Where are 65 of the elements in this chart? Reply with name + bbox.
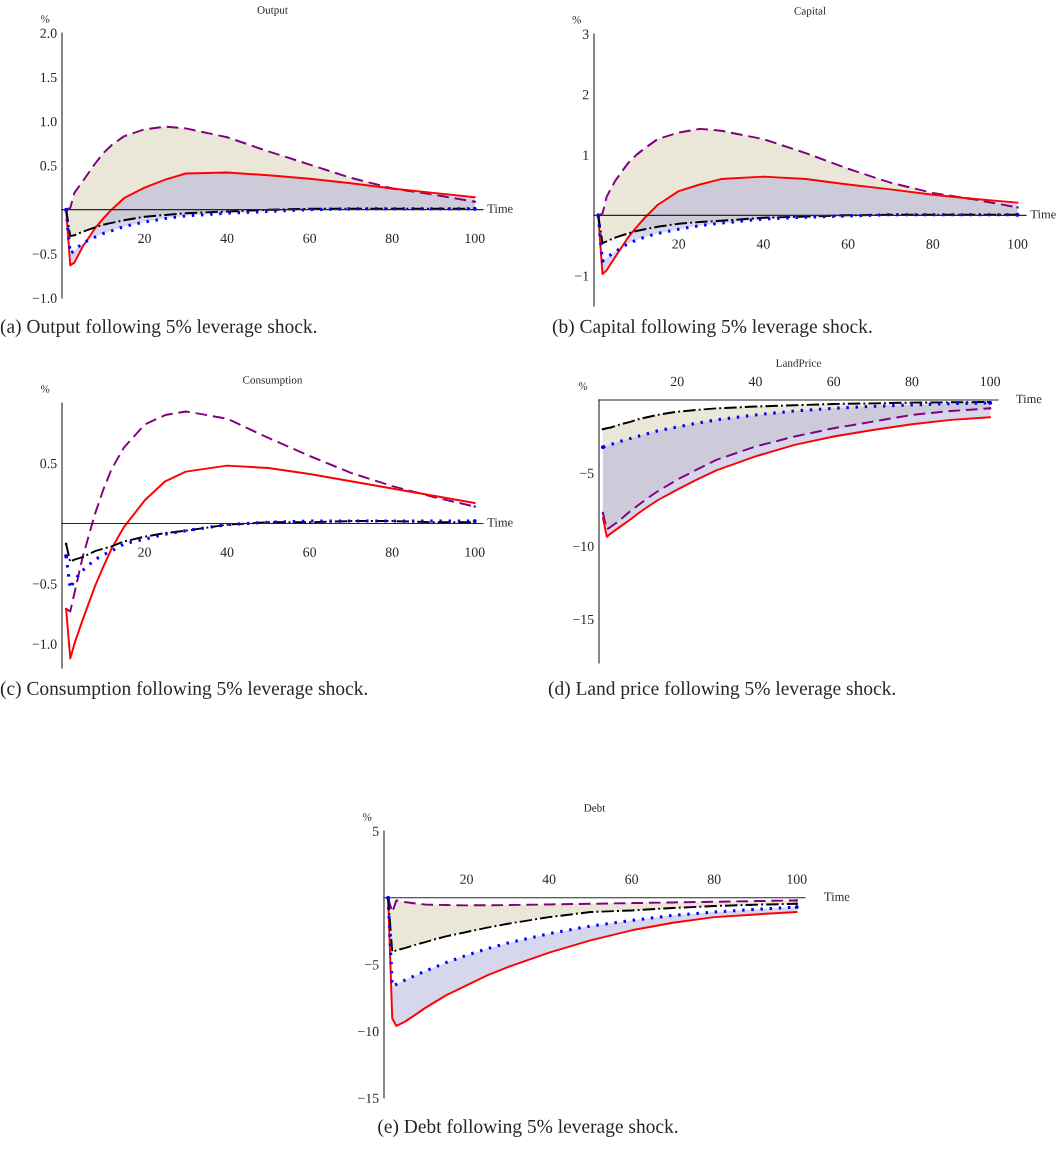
x-tick-label: 40 bbox=[756, 239, 770, 249]
x-axis-title: Time bbox=[1030, 210, 1056, 219]
y-tick-label: 0.5 bbox=[40, 458, 57, 469]
y-tick-label: −15 bbox=[358, 1093, 379, 1103]
x-tick-label: 100 bbox=[465, 233, 485, 244]
x-tick-label: 100 bbox=[1008, 239, 1028, 249]
y-axis-title: % bbox=[40, 15, 50, 23]
x-tick-label: 40 bbox=[748, 376, 762, 387]
y-tick-label: −5 bbox=[365, 960, 379, 970]
y-tick-label: −1.0 bbox=[32, 639, 57, 649]
y-axis-title: % bbox=[578, 382, 588, 390]
x-axis-title: Time bbox=[487, 518, 513, 527]
x-tick-label: 60 bbox=[303, 547, 317, 557]
y-tick-label: 5 bbox=[373, 826, 379, 836]
x-tick-label: 40 bbox=[220, 547, 234, 557]
y-tick-label: −10 bbox=[358, 1026, 379, 1037]
x-tick-label: 40 bbox=[220, 233, 234, 244]
x-tick-label: 100 bbox=[465, 547, 485, 557]
y-axis-title: % bbox=[40, 385, 50, 393]
y-axis-title: % bbox=[572, 16, 581, 24]
x-tick-label: 60 bbox=[841, 239, 855, 249]
y-tick-label: 1.5 bbox=[41, 72, 57, 83]
x-tick-label: 80 bbox=[926, 239, 940, 249]
x-tick-label: 60 bbox=[303, 233, 317, 244]
x-axis-title: Time bbox=[487, 204, 513, 213]
x-tick-label: 80 bbox=[905, 376, 919, 387]
x-tick-label: 60 bbox=[625, 874, 639, 884]
y-tick-label: 1.0 bbox=[41, 116, 57, 127]
y-tick-label: 2 bbox=[582, 90, 589, 100]
x-tick-label: 60 bbox=[827, 376, 841, 387]
x-tick-label: 80 bbox=[707, 874, 721, 884]
x-tick-label: 100 bbox=[787, 874, 807, 884]
y-tick-label: 1 bbox=[583, 150, 589, 160]
y-axis-title: % bbox=[362, 813, 372, 821]
x-tick-label: 20 bbox=[672, 239, 686, 249]
y-tick-label: −1 bbox=[575, 271, 589, 281]
y-tick-label: −0.5 bbox=[32, 579, 57, 589]
text: (c) Consumption following 5% leverage shock. bbox=[0, 681, 367, 699]
y-tick-label: −0.5 bbox=[32, 249, 57, 259]
y-tick-label: −5 bbox=[580, 468, 594, 479]
y-tick-label: −10 bbox=[573, 541, 594, 552]
x-tick-label: 20 bbox=[138, 547, 151, 557]
x-tick-label: 80 bbox=[385, 233, 399, 244]
chart-title: Output bbox=[257, 6, 288, 16]
y-tick-label: −15 bbox=[573, 614, 594, 625]
text: (a) Output following 5% leverage shock. bbox=[0, 319, 317, 337]
y-tick-label: 3 bbox=[582, 29, 589, 39]
y-tick-label: −1.0 bbox=[32, 293, 57, 304]
chart-title: Debt bbox=[584, 803, 606, 812]
x-tick-label: 20 bbox=[138, 233, 151, 244]
x-tick-label: 20 bbox=[670, 376, 684, 387]
y-tick-label: 0.5 bbox=[40, 161, 57, 171]
x-tick-label: 80 bbox=[385, 547, 399, 557]
x-axis-title: Time bbox=[1016, 394, 1042, 404]
x-tick-label: 20 bbox=[460, 874, 473, 884]
x-axis-title: Time bbox=[824, 892, 850, 901]
text: (e) Debt following 5% leverage shock. bbox=[378, 1119, 678, 1137]
chart-title: LandPrice bbox=[775, 358, 821, 367]
chart-title: Consumption bbox=[243, 376, 303, 386]
y-tick-label: 2.0 bbox=[40, 28, 57, 39]
chart-title: Capital bbox=[794, 6, 826, 17]
text: (b) Capital following 5% leverage shock. bbox=[552, 319, 872, 337]
x-tick-label: 100 bbox=[980, 376, 1001, 387]
text: (d) Land price following 5% leverage shock. bbox=[548, 681, 895, 699]
x-tick-label: 40 bbox=[542, 874, 556, 884]
